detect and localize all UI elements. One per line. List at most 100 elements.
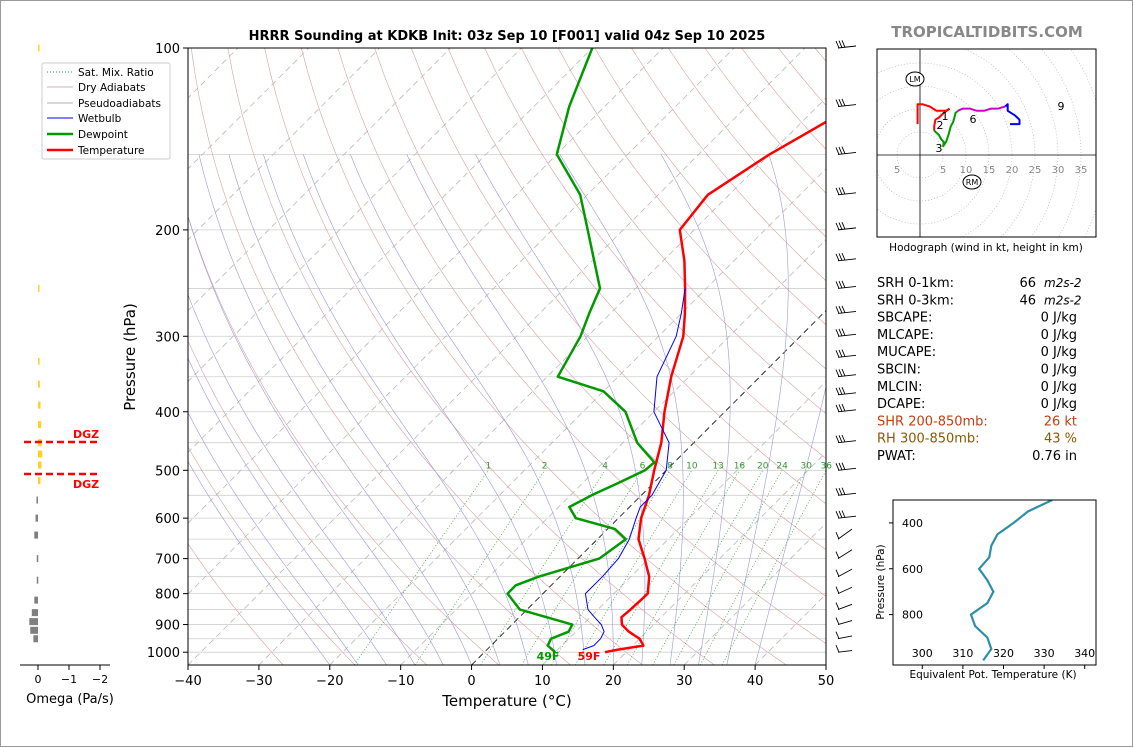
temperature-tick-label: 30 [676,674,693,689]
skewt-frame [187,47,827,666]
hodograph-ring-label: 10 [960,165,973,176]
pseudoadiabat [188,460,331,665]
wind-barb-flag [841,403,846,412]
wind-barb-shaft [837,333,857,337]
dry-adiabat [594,48,826,326]
dry-adiabat [301,48,787,665]
stat-value: 26 kt [1044,414,1077,429]
mixing-ratio-label: 4 [602,461,608,471]
omega-bar [38,477,41,485]
wind-barb-flag [835,306,840,314]
wind-barb-flag [841,510,846,518]
temperature-tick-label: 0 [467,674,475,689]
wind-barb-shaft [837,528,853,540]
theta-e-y-label: Pressure (hPa) [875,544,887,619]
hodograph-height-labels: 1 2 3 6 9 [936,100,1065,155]
profile-lines [506,48,826,654]
wind-barb-flag [838,349,843,358]
mixing-ratio-labels: 1 2 4 6 8 10 13 16 20 24 30 36 [485,461,832,471]
hodograph-ring-labels: 5 5 10 15 20 25 30 35 [894,165,1088,176]
stat-value: 0 J/kg [1041,363,1077,378]
dry-adiabat [557,48,826,370]
omega-panel: 0 −1 −2 Omega (Pa/s) DGZ DGZ [20,44,114,707]
wind-barb-flag [835,463,840,471]
mixing-ratio-label: 30 [801,461,813,471]
wind-barb-flag [841,434,846,443]
dry-adiabat [374,48,826,597]
wind-barb-shaft [837,258,857,262]
wind-barb-flag [835,40,840,49]
x-axis-label: Temperature (°C) [441,692,571,710]
wind-barb-flag [835,387,840,396]
wind-barb-shaft [837,586,853,595]
dewpoint-line [506,48,656,654]
hodograph-caption: Hodograph (wind in kt, height in km) [889,242,1083,254]
dry-adiabat [188,446,356,665]
mixing-ratio-label: 24 [776,461,788,471]
pseudoadiabat [726,154,789,665]
wind-barb-flag [841,252,846,261]
omega-bar [38,450,43,458]
omega-bar [38,357,40,365]
wind-barb-shaft [837,549,853,559]
dgz-top-label: DGZ [73,428,99,441]
wind-barb-flag [841,368,846,377]
hodograph-trace [916,103,1021,148]
isotherm [613,451,826,665]
wind-barb-shaft [837,374,857,378]
wind-barb-shaft [837,192,857,196]
wind-barb-flag [835,631,840,639]
wind-barb-shaft [837,467,857,471]
mixing-ratio-line [414,470,545,665]
omega-bar [38,284,40,292]
hodograph-panel: 5 5 10 15 20 25 30 35 1 2 3 6 9 LM RM Hodograph… [876,48,1097,254]
stat-label: SBCAPE: [877,311,932,326]
left-mover-marker [905,71,925,87]
dry-adiabat [447,48,826,505]
pressure-tick-label: 900 [155,619,180,634]
wind-barb-flag [841,328,846,336]
wind-barb-shaft [837,354,857,358]
hodo-height-2: 2 [937,119,944,132]
temperature-tick-label: 40 [747,674,764,689]
theta-e-x-tick-label: 320 [993,647,1014,660]
mixing-ratio-label: 20 [757,461,769,471]
temperature-tick-label: −30 [245,674,272,689]
wind-barb-flag [835,645,840,653]
mixing-ratio-label: 16 [734,461,746,471]
wind-barb-flag [841,40,846,48]
wind-barb-flag [835,551,840,559]
stat-label: MLCAPE: [877,328,934,343]
omega-bar [38,380,40,388]
pseudoadiabat [303,154,557,665]
dry-adiabat [484,48,826,459]
wind-barb-shaft [837,392,857,396]
theta-e-frame [892,499,1097,666]
wind-barb-flag [841,487,846,495]
wind-barb-flag [835,586,840,594]
dgz-bottom-label: DGZ [73,478,99,491]
temperature-ticks: −40 −30 −20 −10 0 10 20 30 40 50 [174,665,834,689]
mixing-ratio-line [550,470,671,665]
omega-tick-label-1: −1 [61,673,77,686]
theta-e-ticks: 300 310 320 330 340 400 600 800 [889,517,1095,669]
wind-barb-flag [838,487,843,496]
wind-barb-flag [835,369,840,377]
hodograph-ring-label: 5 [940,165,946,176]
stat-unit: m2s-2 [1044,276,1082,290]
omega-tick-label-2: −2 [92,673,108,686]
temperature-tick-label: 10 [534,674,551,689]
wind-barb-flag [835,222,840,231]
stat-label: SBCIN: [877,363,921,378]
omega-tick-label-0: 0 [35,673,42,686]
mixing-ratio-label: 1 [485,461,491,471]
isotherm [400,239,826,665]
wind-barb-shaft [837,650,853,653]
wind-barb-flag [841,186,846,195]
wind-barb-flag [835,253,840,261]
dry-adiabat [188,215,499,665]
hodograph-segment [933,107,951,131]
mixing-ratio-label: 10 [686,461,698,471]
pressure-ticks: 100 200 300 400 500 600 700 800 900 1000 [147,42,188,661]
theta-e-line [969,500,1053,662]
